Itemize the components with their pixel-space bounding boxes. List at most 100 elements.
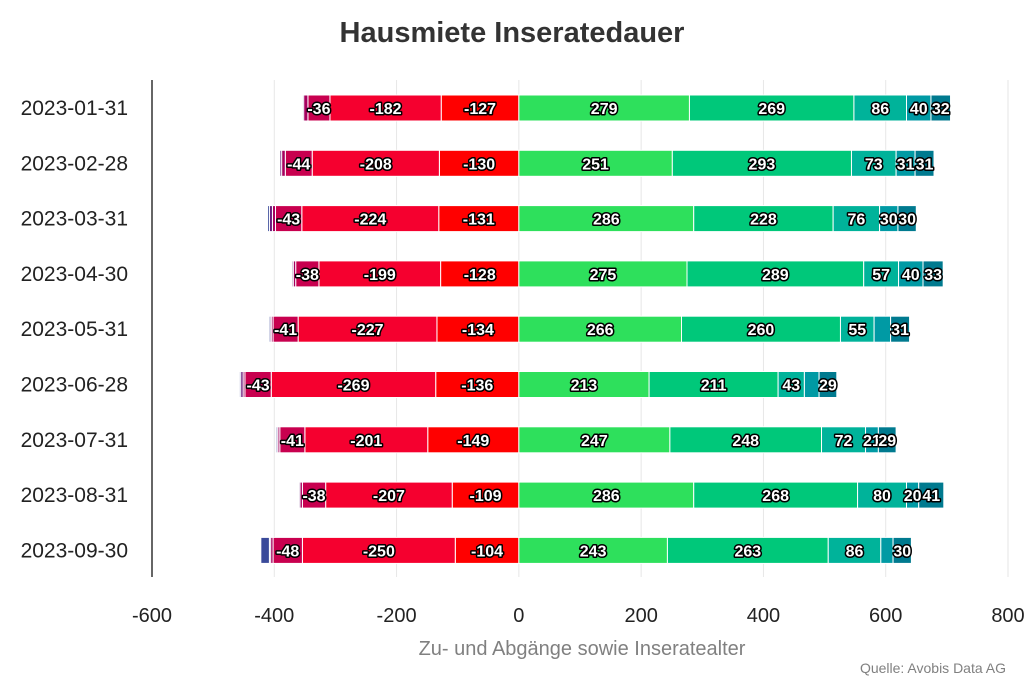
- data-label: -43: [247, 378, 270, 395]
- data-label: -36: [307, 101, 330, 118]
- data-label: -182: [370, 101, 402, 118]
- data-label: -199: [364, 267, 396, 284]
- data-label: 72: [835, 433, 853, 450]
- bar-segment: [857, 481, 908, 509]
- data-label: 248: [732, 433, 759, 450]
- bar-segment: [518, 481, 695, 509]
- data-label: -38: [302, 488, 325, 505]
- data-label: -109: [470, 488, 502, 505]
- data-label: 275: [590, 267, 617, 284]
- data-label: 29: [819, 378, 837, 395]
- bar-segment: [290, 260, 293, 288]
- bar-segment: [272, 315, 299, 343]
- data-label: 268: [762, 488, 789, 505]
- data-label: -207: [373, 488, 405, 505]
- data-label: 293: [749, 156, 776, 173]
- y-category-label: 2023-02-28: [21, 152, 128, 175]
- data-label: -128: [464, 267, 496, 284]
- bar-segment: [301, 94, 303, 122]
- bar-segment: [898, 260, 924, 288]
- bar-segment: [818, 371, 838, 398]
- data-label: 211: [701, 378, 727, 395]
- data-label: -208: [360, 156, 392, 173]
- data-label: -250: [363, 543, 395, 560]
- data-label: 30: [880, 212, 898, 229]
- data-label: 33: [924, 267, 942, 284]
- data-label: 228: [750, 212, 777, 229]
- bar-segment: [922, 260, 944, 288]
- x-tick-label: 200: [624, 605, 657, 627]
- data-label: -224: [354, 212, 386, 229]
- data-label: 73: [865, 156, 883, 173]
- bar-segment: [311, 149, 440, 177]
- data-label: -48: [276, 543, 299, 560]
- data-label: -43: [277, 212, 300, 229]
- x-tick-label: -600: [132, 605, 172, 627]
- bar-segment: [518, 205, 695, 233]
- data-label: 31: [897, 156, 915, 173]
- data-label: 213: [571, 378, 598, 395]
- data-label: 76: [847, 212, 865, 229]
- data-label: -130: [463, 156, 495, 173]
- bar-segment: [436, 315, 520, 343]
- bar-segment: [435, 371, 520, 398]
- bar-segment: [278, 149, 281, 177]
- bar-segment: [438, 205, 520, 233]
- data-label: -149: [457, 433, 489, 450]
- bar-segment: [832, 205, 881, 233]
- bar-segment: [671, 149, 852, 177]
- bar-segment: [238, 371, 242, 398]
- data-label: 20: [904, 488, 922, 505]
- bar-segment: [279, 426, 306, 454]
- bar-segment: [267, 205, 270, 233]
- bar-segment: [839, 315, 875, 343]
- data-label: 286: [593, 488, 620, 505]
- data-label: 21: [863, 433, 881, 450]
- bar-segment: [268, 315, 271, 343]
- data-label: 86: [846, 543, 864, 560]
- data-labels: -127-182-36 279 269 86 40 32-130-208-44 251 293…: [245, 100, 951, 562]
- data-label: 247: [581, 433, 608, 450]
- bar-segment: [451, 481, 520, 509]
- data-label: 80: [873, 488, 891, 505]
- bar-segment: [297, 481, 300, 509]
- data-label: 30: [893, 543, 911, 560]
- bar-segment: [648, 371, 779, 398]
- bar-segment: [880, 536, 894, 564]
- data-label: -41: [281, 433, 304, 450]
- data-label: 269: [758, 101, 785, 118]
- bar-segment: [329, 94, 442, 122]
- bar-segment: [260, 536, 270, 564]
- data-label: -38: [296, 267, 319, 284]
- bar-segment: [821, 426, 867, 454]
- x-tick-label: -200: [377, 605, 417, 627]
- bar-segment: [850, 149, 897, 177]
- bar-segment: [693, 481, 859, 509]
- data-label: 31: [916, 156, 934, 173]
- bar-segment: [518, 426, 671, 454]
- data-label: -104: [471, 543, 503, 560]
- bar-segment: [304, 426, 429, 454]
- y-category-label: 2023-06-28: [21, 374, 128, 397]
- bar-segment: [518, 149, 673, 177]
- x-tick-label: 600: [869, 605, 902, 627]
- data-label: 243: [580, 543, 607, 560]
- data-label: 55: [848, 322, 866, 339]
- data-label: 40: [902, 267, 920, 284]
- data-label: -134: [462, 322, 494, 339]
- bar-segment: [892, 536, 912, 564]
- bar-segment: [897, 205, 917, 233]
- data-label: 86: [871, 101, 889, 118]
- bar-segment: [680, 315, 841, 343]
- y-axis-labels: 2023-01-31 2023-02-28 2023-03-31 2023-04-30…: [21, 97, 128, 562]
- data-label: 260: [748, 322, 775, 339]
- bar-segment: [270, 371, 437, 398]
- bar-segment: [890, 315, 911, 343]
- y-category-label: 2023-08-31: [21, 484, 128, 507]
- y-category-label: 2023-07-31: [21, 429, 128, 452]
- data-label: 286: [593, 212, 620, 229]
- y-category-label: 2023-03-31: [21, 208, 128, 231]
- data-label: 263: [734, 543, 761, 560]
- data-label: -201: [350, 433, 382, 450]
- data-label: -227: [352, 322, 384, 339]
